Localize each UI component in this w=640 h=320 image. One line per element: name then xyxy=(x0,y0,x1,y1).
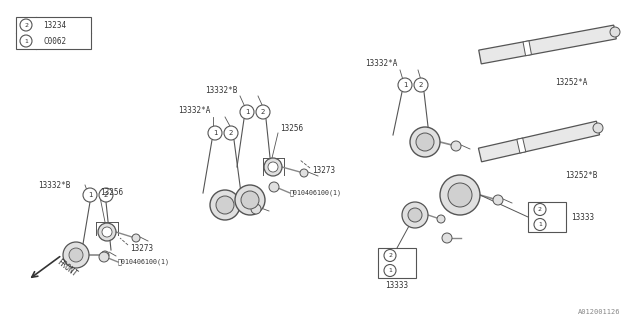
Circle shape xyxy=(63,242,89,268)
Circle shape xyxy=(235,185,265,215)
Text: 2: 2 xyxy=(419,82,423,88)
Polygon shape xyxy=(479,25,616,64)
Circle shape xyxy=(440,175,480,215)
Circle shape xyxy=(102,227,112,237)
Circle shape xyxy=(398,78,412,92)
Text: 13252*A: 13252*A xyxy=(555,77,588,86)
Text: 1: 1 xyxy=(212,130,217,136)
Text: 1: 1 xyxy=(244,109,249,115)
Circle shape xyxy=(132,234,140,242)
Text: 13256: 13256 xyxy=(280,124,303,132)
Text: 13333: 13333 xyxy=(385,282,408,291)
Text: 13332*A: 13332*A xyxy=(365,59,397,68)
Text: 13332*B: 13332*B xyxy=(38,180,70,189)
Text: 1: 1 xyxy=(538,222,542,227)
Circle shape xyxy=(534,219,546,230)
Circle shape xyxy=(20,19,32,31)
Circle shape xyxy=(241,191,259,209)
Circle shape xyxy=(269,182,279,192)
Circle shape xyxy=(437,215,445,223)
Circle shape xyxy=(210,190,240,220)
Text: 2: 2 xyxy=(538,207,542,212)
Bar xyxy=(378,248,416,278)
Text: 1: 1 xyxy=(24,38,28,44)
Text: Ⓑ010406100(1): Ⓑ010406100(1) xyxy=(118,259,170,265)
Circle shape xyxy=(268,162,278,172)
Bar xyxy=(16,17,91,49)
Circle shape xyxy=(264,158,282,176)
Polygon shape xyxy=(479,121,600,162)
Circle shape xyxy=(98,223,116,241)
Text: 13273: 13273 xyxy=(312,165,335,174)
Circle shape xyxy=(451,141,461,151)
Text: 2: 2 xyxy=(229,130,233,136)
Text: C0062: C0062 xyxy=(43,36,66,45)
Text: 13332*A: 13332*A xyxy=(178,106,211,115)
Text: A012001126: A012001126 xyxy=(577,309,620,315)
Circle shape xyxy=(410,127,440,157)
Circle shape xyxy=(224,126,238,140)
Text: 2: 2 xyxy=(24,22,28,28)
Text: 13273: 13273 xyxy=(130,244,153,252)
Circle shape xyxy=(240,105,254,119)
Circle shape xyxy=(300,169,308,177)
Circle shape xyxy=(610,27,620,37)
Text: 1: 1 xyxy=(403,82,407,88)
Circle shape xyxy=(384,265,396,276)
Text: 13333: 13333 xyxy=(571,212,594,221)
Circle shape xyxy=(216,196,234,214)
Circle shape xyxy=(99,252,109,262)
Circle shape xyxy=(101,251,109,259)
Circle shape xyxy=(208,126,222,140)
Polygon shape xyxy=(523,41,531,56)
Circle shape xyxy=(448,183,472,207)
Circle shape xyxy=(251,204,261,214)
Circle shape xyxy=(416,133,434,151)
Text: 2: 2 xyxy=(104,192,108,198)
Circle shape xyxy=(534,204,546,215)
Circle shape xyxy=(20,35,32,47)
Text: Ⓑ010406100(1): Ⓑ010406100(1) xyxy=(290,190,342,196)
Text: 13256: 13256 xyxy=(100,188,123,196)
Text: 1: 1 xyxy=(88,192,92,198)
Circle shape xyxy=(69,248,83,262)
Circle shape xyxy=(384,250,396,261)
Circle shape xyxy=(493,195,503,205)
Circle shape xyxy=(442,233,452,243)
Text: 13252*B: 13252*B xyxy=(565,171,597,180)
Bar xyxy=(528,202,566,232)
Text: FRONT: FRONT xyxy=(55,257,79,279)
Circle shape xyxy=(593,123,603,133)
Circle shape xyxy=(256,105,270,119)
Text: 13234: 13234 xyxy=(43,20,66,29)
Circle shape xyxy=(414,78,428,92)
Text: 2: 2 xyxy=(388,253,392,258)
Text: 1: 1 xyxy=(388,268,392,273)
Circle shape xyxy=(99,188,113,202)
Text: 13332*B: 13332*B xyxy=(205,85,237,94)
Text: 2: 2 xyxy=(261,109,265,115)
Circle shape xyxy=(83,188,97,202)
Circle shape xyxy=(402,202,428,228)
Circle shape xyxy=(408,208,422,222)
Polygon shape xyxy=(517,138,526,153)
